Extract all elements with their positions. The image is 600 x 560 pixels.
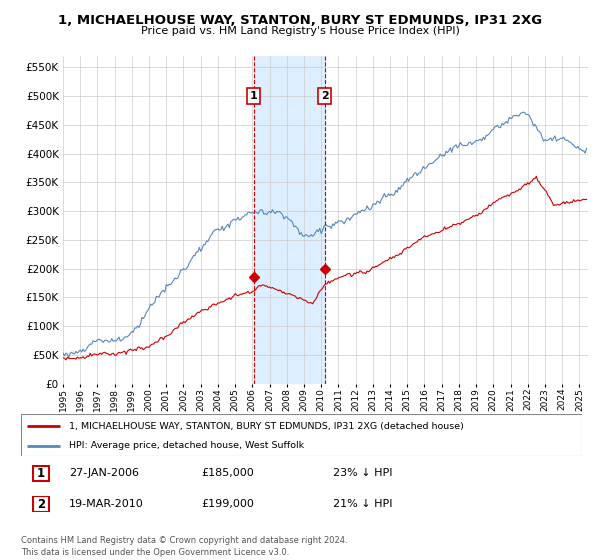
Text: 2: 2	[321, 91, 329, 101]
Text: 21% ↓ HPI: 21% ↓ HPI	[333, 499, 392, 509]
Text: 1: 1	[37, 466, 45, 480]
Text: £185,000: £185,000	[201, 468, 254, 478]
Text: 27-JAN-2006: 27-JAN-2006	[69, 468, 139, 478]
Text: HPI: Average price, detached house, West Suffolk: HPI: Average price, detached house, West…	[68, 441, 304, 450]
Text: 23% ↓ HPI: 23% ↓ HPI	[333, 468, 392, 478]
Text: £199,000: £199,000	[201, 499, 254, 509]
Text: 2: 2	[37, 497, 45, 511]
Bar	[254, 56, 325, 384]
Text: 19-MAR-2010: 19-MAR-2010	[69, 499, 144, 509]
Text: Contains HM Land Registry data © Crown copyright and database right 2024.
This d: Contains HM Land Registry data © Crown c…	[21, 536, 347, 557]
Text: 1, MICHAELHOUSE WAY, STANTON, BURY ST EDMUNDS, IP31 2XG (detached house): 1, MICHAELHOUSE WAY, STANTON, BURY ST ED…	[68, 422, 464, 431]
Text: 1: 1	[250, 91, 257, 101]
Text: 1, MICHAELHOUSE WAY, STANTON, BURY ST EDMUNDS, IP31 2XG: 1, MICHAELHOUSE WAY, STANTON, BURY ST ED…	[58, 14, 542, 27]
Text: Price paid vs. HM Land Registry's House Price Index (HPI): Price paid vs. HM Land Registry's House …	[140, 26, 460, 36]
